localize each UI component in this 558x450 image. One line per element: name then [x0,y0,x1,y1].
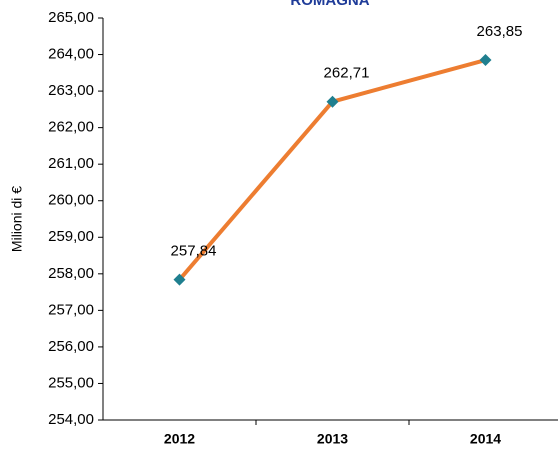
marker [173,273,186,286]
y-tick-label: 256,00 [48,338,94,355]
y-tick-label: 262,00 [48,119,94,136]
x-tick-label: 2012 [164,431,195,447]
y-tick-label: 258,00 [48,265,94,282]
chart-title: ROMAGNA [290,0,369,9]
x-tick-label: 2013 [317,431,348,447]
marker [479,54,492,67]
y-axis-label: Milioni di € [9,186,25,252]
data-label: 263,85 [477,23,523,40]
y-tick-label: 259,00 [48,228,94,245]
marker [326,95,339,108]
data-label: 257,84 [171,243,217,260]
y-tick-label: 263,00 [48,82,94,99]
line [177,58,487,281]
x-tick-label: 2014 [470,431,501,447]
y-tick-label: 264,00 [48,46,94,63]
y-tick-label: 257,00 [48,301,94,318]
y-tick-label: 265,00 [48,9,94,26]
y-tick-label: 261,00 [48,155,94,172]
data-label: 262,71 [324,65,370,82]
y-tick-label: 255,00 [48,374,94,391]
y-tick-label: 254,00 [48,411,94,428]
y-tick-label: 260,00 [48,192,94,209]
